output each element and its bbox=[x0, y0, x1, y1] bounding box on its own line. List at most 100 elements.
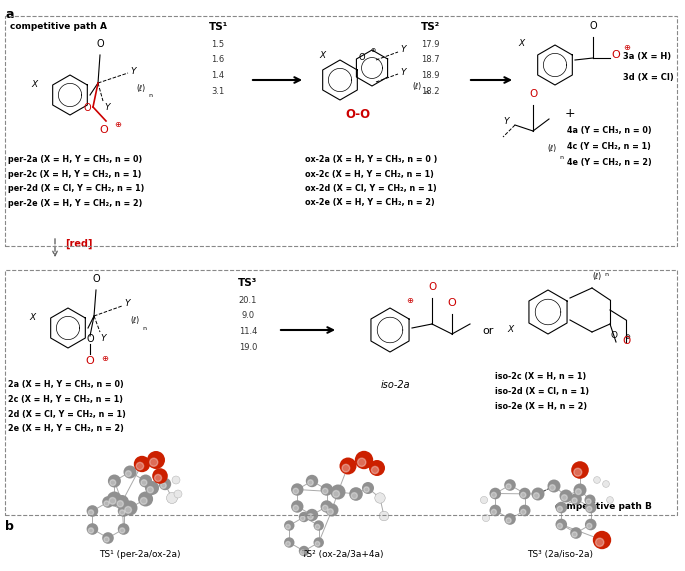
Circle shape bbox=[174, 490, 182, 498]
Circle shape bbox=[506, 518, 511, 523]
Text: O: O bbox=[86, 356, 95, 366]
Text: competitive path B: competitive path B bbox=[555, 502, 652, 511]
Circle shape bbox=[86, 523, 98, 535]
Text: per-2d (X = Cl, Y = CH₂, n = 1): per-2d (X = Cl, Y = CH₂, n = 1) bbox=[8, 184, 145, 193]
Circle shape bbox=[586, 524, 592, 529]
Text: O: O bbox=[96, 39, 104, 49]
Text: per-2c (X = H, Y = CH₂, n = 1): per-2c (X = H, Y = CH₂, n = 1) bbox=[8, 170, 142, 179]
Circle shape bbox=[286, 524, 290, 529]
Bar bbox=[5, 16, 677, 246]
Text: competitive path A: competitive path A bbox=[10, 22, 107, 31]
Text: O: O bbox=[611, 50, 620, 60]
Text: b: b bbox=[5, 520, 14, 533]
Text: n: n bbox=[604, 272, 608, 277]
Circle shape bbox=[123, 465, 136, 478]
Circle shape bbox=[110, 480, 116, 485]
Circle shape bbox=[491, 509, 497, 514]
Circle shape bbox=[521, 509, 526, 514]
Circle shape bbox=[123, 501, 138, 516]
Circle shape bbox=[355, 451, 373, 469]
Circle shape bbox=[286, 541, 290, 546]
Circle shape bbox=[504, 513, 516, 525]
Circle shape bbox=[547, 480, 560, 493]
Text: 2c (X = H, Y = CH₂, n = 1): 2c (X = H, Y = CH₂, n = 1) bbox=[8, 395, 123, 404]
Circle shape bbox=[572, 532, 577, 537]
Circle shape bbox=[86, 505, 98, 517]
Circle shape bbox=[557, 524, 562, 529]
Text: ⊕: ⊕ bbox=[623, 42, 630, 51]
Circle shape bbox=[585, 502, 597, 513]
Text: 17.9: 17.9 bbox=[421, 40, 439, 49]
Circle shape bbox=[586, 499, 591, 504]
Text: 4a (Y = CH₃, n = 0): 4a (Y = CH₃, n = 0) bbox=[567, 127, 651, 135]
Circle shape bbox=[299, 512, 309, 522]
Circle shape bbox=[115, 495, 129, 509]
Circle shape bbox=[607, 497, 613, 504]
Text: (ℓ): (ℓ) bbox=[547, 144, 556, 154]
Circle shape bbox=[585, 518, 597, 530]
Circle shape bbox=[300, 516, 305, 521]
Text: ⊕: ⊕ bbox=[406, 296, 414, 305]
Circle shape bbox=[125, 506, 132, 513]
Text: ⊕: ⊕ bbox=[114, 120, 121, 129]
Circle shape bbox=[108, 475, 121, 488]
Text: 18.7: 18.7 bbox=[421, 55, 439, 65]
Text: (ℓ): (ℓ) bbox=[412, 82, 421, 90]
Text: X: X bbox=[507, 325, 513, 335]
Text: O: O bbox=[610, 331, 617, 340]
Circle shape bbox=[293, 505, 299, 511]
Circle shape bbox=[88, 510, 94, 515]
Circle shape bbox=[315, 541, 320, 546]
Circle shape bbox=[593, 531, 611, 549]
Circle shape bbox=[109, 497, 116, 504]
Text: +: + bbox=[564, 107, 575, 120]
Text: a: a bbox=[5, 8, 14, 21]
Text: TS¹: TS¹ bbox=[208, 22, 227, 32]
Circle shape bbox=[118, 523, 129, 535]
Text: Y: Y bbox=[503, 116, 509, 126]
Circle shape bbox=[571, 461, 589, 479]
Text: 3a (X = H): 3a (X = H) bbox=[623, 53, 671, 62]
Circle shape bbox=[556, 502, 567, 513]
Text: 11.4: 11.4 bbox=[239, 327, 257, 336]
Circle shape bbox=[315, 524, 320, 529]
Circle shape bbox=[117, 501, 123, 507]
Text: iso-2a: iso-2a bbox=[380, 380, 410, 390]
Text: (ℓ): (ℓ) bbox=[136, 83, 145, 93]
Text: Y: Y bbox=[124, 300, 129, 308]
Circle shape bbox=[134, 456, 150, 472]
Text: 2a (X = H, Y = CH₃, n = 0): 2a (X = H, Y = CH₃, n = 0) bbox=[8, 380, 124, 389]
Circle shape bbox=[293, 488, 299, 494]
Circle shape bbox=[321, 500, 333, 513]
Text: ⊕: ⊕ bbox=[101, 354, 108, 363]
Circle shape bbox=[570, 493, 582, 505]
Text: O: O bbox=[622, 336, 630, 346]
Circle shape bbox=[166, 493, 177, 504]
Text: (ℓ): (ℓ) bbox=[130, 316, 139, 325]
Circle shape bbox=[594, 477, 600, 484]
Circle shape bbox=[519, 505, 530, 516]
Circle shape bbox=[140, 497, 147, 504]
Text: Y: Y bbox=[130, 66, 136, 75]
Text: 3d (X = Cl): 3d (X = Cl) bbox=[623, 73, 674, 82]
Circle shape bbox=[340, 457, 356, 475]
Circle shape bbox=[102, 496, 114, 508]
Text: 18.9: 18.9 bbox=[421, 71, 439, 80]
Text: (ℓ): (ℓ) bbox=[592, 271, 601, 280]
Circle shape bbox=[532, 488, 545, 501]
Circle shape bbox=[364, 487, 369, 492]
Circle shape bbox=[491, 492, 497, 497]
Circle shape bbox=[161, 482, 166, 488]
Circle shape bbox=[291, 500, 303, 513]
Circle shape bbox=[308, 514, 313, 520]
Text: 9.0: 9.0 bbox=[241, 312, 255, 320]
Circle shape bbox=[141, 480, 147, 485]
Circle shape bbox=[330, 485, 345, 500]
Text: TS² (ox-2a/3a+4a): TS² (ox-2a/3a+4a) bbox=[301, 550, 383, 559]
Text: O: O bbox=[359, 54, 365, 62]
Circle shape bbox=[351, 493, 358, 498]
Text: X: X bbox=[319, 51, 325, 61]
Circle shape bbox=[299, 546, 309, 556]
Text: Y: Y bbox=[400, 69, 406, 78]
Circle shape bbox=[147, 451, 165, 469]
